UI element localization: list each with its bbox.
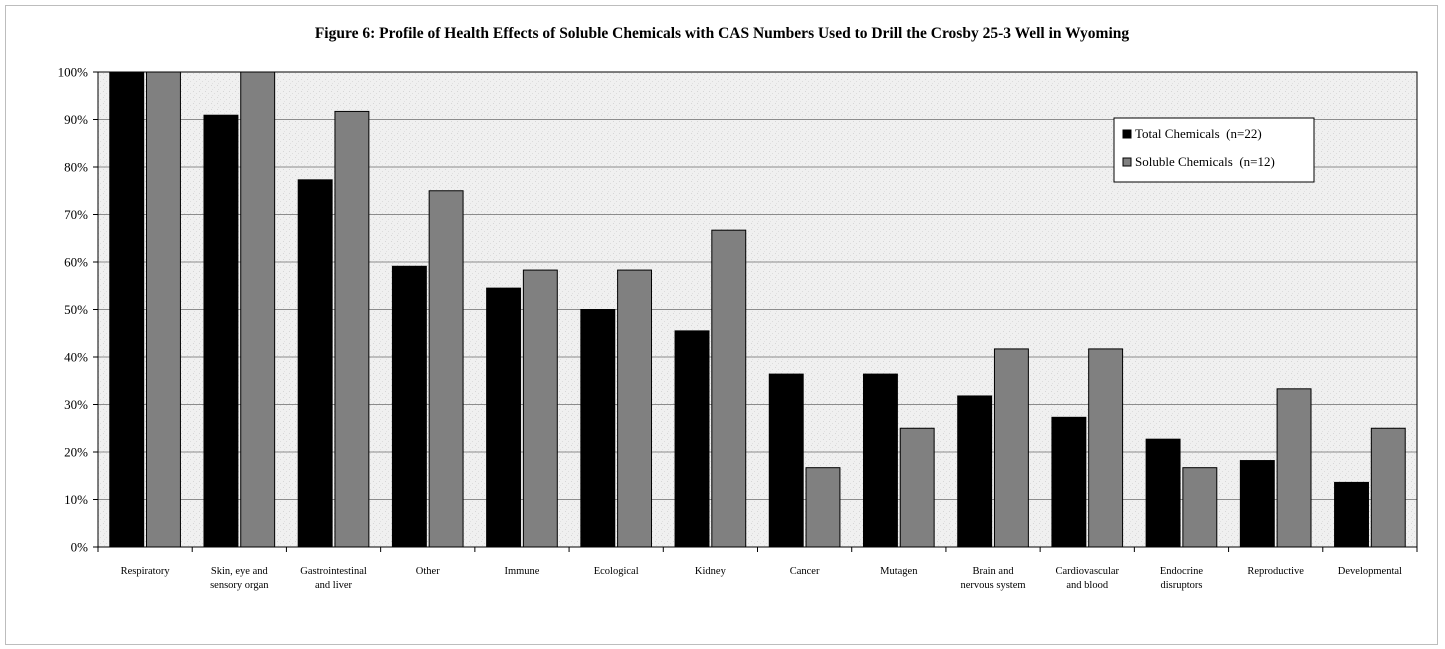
y-tick-label: 80% <box>64 160 88 175</box>
x-tick-label: Cancer <box>790 566 820 577</box>
bar-soluble <box>1088 348 1124 548</box>
bar-soluble <box>1370 427 1406 548</box>
bar-soluble <box>1276 388 1312 548</box>
y-tick-label: 40% <box>64 350 88 365</box>
y-tick-label: 70% <box>64 207 88 222</box>
x-tick-label: Other <box>416 566 440 577</box>
y-tick-label: 100% <box>58 65 89 80</box>
bar-total <box>1145 438 1181 548</box>
y-tick-label: 20% <box>64 445 88 460</box>
bar-soluble <box>805 467 841 548</box>
x-tick-label: Developmental <box>1338 566 1402 577</box>
y-tick-label: 90% <box>64 112 88 127</box>
y-axis: 0% 10% 20% 30% 40% 50% 60% 70% 80% 90% 100% <box>58 65 98 555</box>
bar-soluble <box>146 71 181 548</box>
bar-total <box>109 71 145 548</box>
bar-total <box>580 309 616 548</box>
legend-swatch <box>1122 129 1132 139</box>
x-tick-label: Reproductive <box>1247 566 1304 577</box>
bar-total <box>1051 416 1087 548</box>
legend-label: Soluble Chemicals (n=12) <box>1135 154 1275 169</box>
chart-title: Figure 6: Profile of Health Effects of S… <box>315 25 1130 42</box>
bar-total <box>1334 481 1369 548</box>
y-tick-label: 60% <box>64 255 88 270</box>
y-tick-label: 10% <box>64 492 88 507</box>
bar-total <box>957 395 993 548</box>
bar-total <box>674 330 710 548</box>
bar-total <box>768 373 804 548</box>
bar-soluble <box>240 71 276 548</box>
bar-soluble <box>711 229 747 548</box>
x-tick-label: Mutagen <box>880 566 918 577</box>
bar-soluble <box>899 427 935 548</box>
y-tick-label: 0% <box>71 540 89 555</box>
bar-total <box>203 114 239 548</box>
bar-total <box>297 179 333 548</box>
x-tick-label: Cardiovascular and blood <box>1055 566 1119 591</box>
bar-soluble <box>428 190 464 548</box>
x-tick-label: Kidney <box>695 566 727 577</box>
x-tick-label: Skin, eye and sensory organ <box>210 566 269 591</box>
legend-swatch <box>1122 157 1132 167</box>
bar-total <box>391 265 427 548</box>
x-tick-label: Gastrointestinal and liver <box>300 566 367 591</box>
chart-frame: Figure 6: Profile of Health Effects of S… <box>5 5 1438 645</box>
bars <box>109 71 1406 548</box>
bar-soluble <box>522 269 558 548</box>
legend-box <box>1113 117 1315 183</box>
x-tick-label: Ecological <box>594 566 639 577</box>
bar-total <box>486 287 522 548</box>
legend-label: Total Chemicals (n=22) <box>1135 126 1262 141</box>
bar-soluble <box>334 110 370 548</box>
bar-soluble <box>993 348 1029 548</box>
y-tick-label: 50% <box>64 302 88 317</box>
bar-chart: Figure 6: Profile of Health Effects of S… <box>58 25 1418 591</box>
x-tick-label: Immune <box>504 566 539 577</box>
bar-total <box>1239 460 1275 548</box>
bar-total <box>862 373 898 548</box>
x-tick-label: Brain and nervous system <box>961 566 1026 591</box>
x-tick-label: Endocrine disruptors <box>1160 566 1203 591</box>
y-tick-label: 30% <box>64 397 88 412</box>
x-tick-label: Respiratory <box>121 566 171 577</box>
x-axis: Respiratory Skin, eye and sensory organ Gas… <box>97 547 1418 591</box>
bar-soluble <box>1182 467 1218 548</box>
bar-soluble <box>617 269 653 548</box>
legend: Total Chemicals (n=22) Soluble Chemicals … <box>1113 117 1315 183</box>
